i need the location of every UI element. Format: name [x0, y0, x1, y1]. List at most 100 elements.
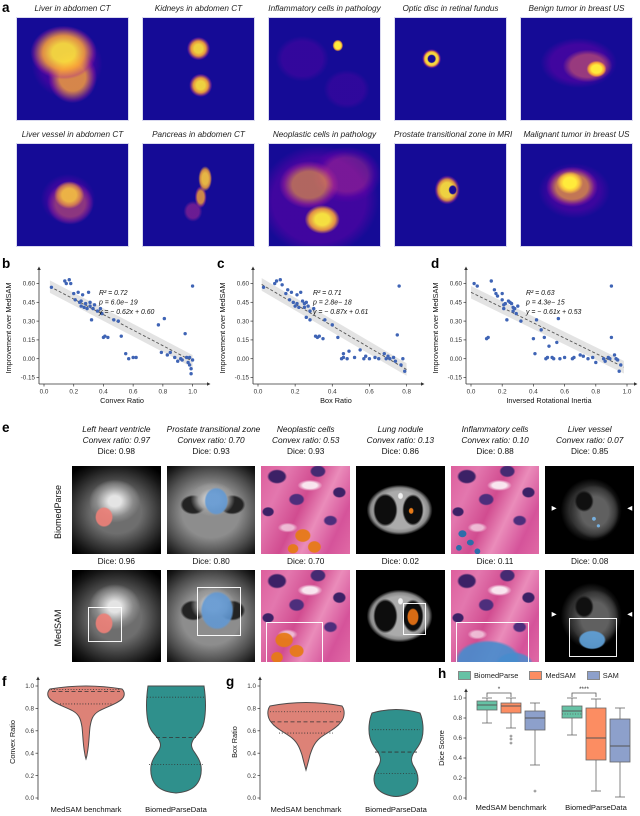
category-label: BiomedParseData	[145, 805, 207, 814]
panel-e-comparison: Left heart ventricle Convex ratio: 0.97 …	[0, 418, 640, 668]
data-point	[287, 298, 292, 302]
data-point	[384, 356, 388, 361]
x-tick-label: 0.8	[591, 389, 600, 396]
data-point	[295, 293, 299, 297]
data-point	[100, 311, 104, 316]
heatmap-row-2: Liver vessel in abdomen CT Pancreas in a…	[16, 130, 634, 247]
heatmap-title: Benign tumor in breast US	[528, 4, 625, 13]
heatmap-tile: Pancreas in abdomen CT	[142, 130, 255, 247]
data-point	[345, 356, 349, 361]
data-point	[168, 350, 172, 355]
heatmap-title: Liver in abdomen CT	[34, 4, 111, 13]
case-dice-biomedparse: Dice: 0.93	[287, 445, 325, 456]
panel-label-a: a	[2, 0, 10, 15]
y-tick-label: 1.0	[453, 695, 462, 702]
y-axis-label: Convex Ratio	[8, 720, 17, 764]
category-label: MedSAM benchmark	[51, 805, 122, 814]
legend-swatch-sam	[586, 671, 600, 680]
y-tick-label: 0.4	[247, 750, 256, 757]
x-tick-label: 1.0	[623, 389, 632, 396]
data-point	[317, 334, 321, 338]
data-point	[388, 356, 392, 361]
y-tick-label: -0.15	[235, 375, 250, 382]
data-point	[278, 278, 282, 282]
data-point	[176, 359, 180, 363]
data-point	[586, 356, 590, 361]
regression-line	[261, 284, 407, 370]
biomedparse-heart-mri-image	[72, 466, 161, 554]
significance-bracket	[571, 692, 597, 697]
panel-label-e: e	[2, 420, 10, 435]
bounding-box	[403, 603, 427, 635]
case-dice-medsam: Dice: 0.08	[571, 556, 609, 566]
data-point	[165, 353, 170, 357]
x-tick-label: 0.0	[40, 389, 49, 396]
data-point	[545, 355, 550, 360]
arrow-icon: ▶	[551, 505, 557, 513]
arrow-icon: ◀	[627, 611, 633, 619]
data-point	[619, 363, 623, 367]
stats-annotation: p = 6.0e− 19	[98, 300, 138, 307]
y-tick-label: 0.60	[23, 281, 36, 288]
data-point	[547, 344, 551, 348]
data-point	[297, 305, 301, 310]
case-name: Neoplastic cells	[276, 424, 335, 434]
data-point	[509, 301, 514, 306]
violin-plot-box-ratio: 0.0 0.2 0.4 0.6 0.8 1.0 Box Ratio MedSAM benchm…	[230, 676, 428, 814]
heatmap-tile: Optic disc in retinal fundus	[394, 4, 507, 121]
data-point	[542, 335, 547, 340]
heatmap-title: Pancreas in abdomen CT	[152, 130, 245, 139]
y-tick-label: 0.6	[453, 735, 462, 742]
violin-plot-convex-ratio: 0.0 0.2 0.4 0.6 0.8 1.0 Convex Ratio MedSAM ben…	[8, 676, 208, 814]
medsam-image-row: ▶ ◀	[72, 570, 635, 662]
data-point	[156, 323, 161, 327]
data-point	[403, 369, 407, 373]
data-point	[555, 340, 559, 345]
data-point	[82, 305, 86, 310]
data-point	[190, 358, 195, 362]
biomedparse-prostate-mri-image	[166, 466, 256, 554]
data-point	[590, 355, 595, 360]
data-point	[601, 356, 606, 361]
y-tick-label: 0.2	[25, 773, 34, 780]
data-point	[572, 355, 576, 360]
bounding-box	[456, 621, 529, 662]
heatmap-tile: Kidneys in abdomen CT	[142, 4, 255, 121]
violin-biomedparsedata	[368, 709, 424, 798]
data-point	[399, 363, 403, 367]
y-tick-label: 0.15	[237, 337, 250, 344]
data-point	[186, 360, 190, 365]
data-point	[617, 369, 621, 373]
data-point	[280, 283, 284, 287]
data-point	[304, 300, 308, 305]
outlier-point	[509, 734, 513, 738]
medsam-neoplastic-pathology-image	[261, 570, 351, 662]
violin-g-axis: 0.0 0.2 0.4 0.6 0.8 1.0 Box Ratio MedSAM benchm…	[230, 676, 428, 814]
stats-annotation: y = − 0.61x + 0.53	[525, 309, 582, 316]
x-tick-label: 0.8	[158, 389, 167, 396]
heatmap-title: Inflammatory cells in pathology	[268, 4, 381, 13]
data-point	[534, 318, 539, 322]
data-point	[162, 316, 167, 321]
data-point	[500, 291, 504, 296]
category-label: MedSAM benchmark	[476, 803, 547, 812]
data-point	[336, 335, 340, 340]
legend-label: MedSAM	[545, 671, 576, 680]
y-tick-label: 0.2	[453, 775, 462, 782]
stats-annotation: R² = 0.72	[99, 290, 128, 297]
data-point	[511, 309, 515, 313]
y-tick-label: 0.30	[23, 318, 36, 325]
heatmap-benign-tumor-breast-us	[520, 17, 633, 121]
data-point	[494, 291, 498, 296]
data-point	[159, 350, 164, 355]
case-header: Neoplastic cells Convex ratio: 0.53 Dice…	[261, 424, 350, 456]
data-point	[514, 311, 518, 316]
x-tick-label: 0.0	[254, 389, 263, 396]
data-point	[393, 359, 398, 363]
data-point	[516, 304, 520, 308]
panel-label-h: h	[438, 666, 447, 681]
data-point	[500, 298, 504, 302]
row-label-medsam: MedSAM	[53, 609, 63, 647]
case-name: Prostate transitional zone	[166, 424, 261, 434]
data-point	[308, 309, 312, 313]
